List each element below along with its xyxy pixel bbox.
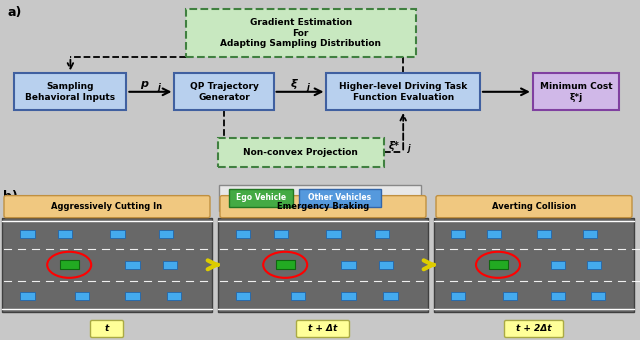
FancyBboxPatch shape [15,73,127,110]
FancyBboxPatch shape [434,218,634,312]
FancyBboxPatch shape [58,230,72,238]
FancyBboxPatch shape [163,261,177,269]
Text: t + Δt: t + Δt [308,324,338,334]
Text: Aggressively Cutting In: Aggressively Cutting In [51,202,163,211]
Text: p: p [140,79,148,89]
FancyBboxPatch shape [379,261,394,269]
FancyBboxPatch shape [4,195,210,218]
FancyBboxPatch shape [326,230,341,238]
FancyBboxPatch shape [451,292,465,300]
FancyBboxPatch shape [159,230,173,238]
FancyBboxPatch shape [383,292,397,300]
FancyBboxPatch shape [341,261,355,269]
FancyBboxPatch shape [587,261,602,269]
FancyBboxPatch shape [299,189,381,207]
FancyBboxPatch shape [502,292,517,300]
FancyBboxPatch shape [488,260,508,269]
Text: j: j [307,83,309,92]
FancyBboxPatch shape [74,292,89,300]
Text: b): b) [3,190,18,203]
Text: Sampling
Behavioral Inputs: Sampling Behavioral Inputs [26,82,115,102]
Text: QP Trajectory
Generator: QP Trajectory Generator [189,82,259,102]
FancyBboxPatch shape [125,261,140,269]
FancyBboxPatch shape [341,292,355,300]
Text: Gradient Estimation
For
Adapting Sampling Distribution: Gradient Estimation For Adapting Samplin… [220,18,381,48]
FancyBboxPatch shape [218,218,428,312]
FancyBboxPatch shape [374,230,389,238]
Text: Minimum Cost
ξ*j: Minimum Cost ξ*j [540,82,612,102]
FancyBboxPatch shape [220,195,426,218]
Text: ξ: ξ [291,79,297,89]
FancyBboxPatch shape [236,292,250,300]
Text: Non-convex Projection: Non-convex Projection [243,148,358,157]
Text: j: j [408,144,411,153]
FancyBboxPatch shape [274,230,288,238]
FancyBboxPatch shape [229,189,293,207]
FancyBboxPatch shape [125,292,140,300]
FancyBboxPatch shape [436,195,632,218]
FancyBboxPatch shape [167,292,182,300]
FancyBboxPatch shape [296,320,349,338]
FancyBboxPatch shape [550,261,565,269]
Text: Ego Vehicle: Ego Vehicle [236,193,286,202]
FancyBboxPatch shape [550,292,565,300]
FancyBboxPatch shape [110,230,125,238]
Text: Averting Collision: Averting Collision [492,202,576,211]
FancyBboxPatch shape [532,73,619,110]
FancyBboxPatch shape [20,292,35,300]
FancyBboxPatch shape [582,230,597,238]
Text: t + 2Δt: t + 2Δt [516,324,552,334]
FancyBboxPatch shape [174,73,274,110]
FancyBboxPatch shape [451,230,465,238]
Text: j: j [157,83,159,92]
FancyBboxPatch shape [291,292,305,300]
FancyBboxPatch shape [537,230,551,238]
FancyBboxPatch shape [20,230,35,238]
FancyBboxPatch shape [186,9,416,57]
Text: a): a) [8,5,22,18]
Text: Other Vehicles: Other Vehicles [308,193,372,202]
FancyBboxPatch shape [236,230,250,238]
FancyBboxPatch shape [276,260,294,269]
FancyBboxPatch shape [326,73,480,110]
Text: Higher-level Driving Task
Function Evaluation: Higher-level Driving Task Function Evalu… [339,82,467,102]
FancyBboxPatch shape [219,185,421,211]
FancyBboxPatch shape [218,138,384,167]
Text: ξ*: ξ* [389,140,400,151]
FancyBboxPatch shape [2,218,212,312]
FancyBboxPatch shape [486,230,501,238]
FancyBboxPatch shape [504,320,563,338]
Text: Emergency Braking: Emergency Braking [277,202,369,211]
Text: t: t [105,324,109,334]
FancyBboxPatch shape [60,260,79,269]
FancyBboxPatch shape [591,292,605,300]
FancyBboxPatch shape [90,320,124,338]
